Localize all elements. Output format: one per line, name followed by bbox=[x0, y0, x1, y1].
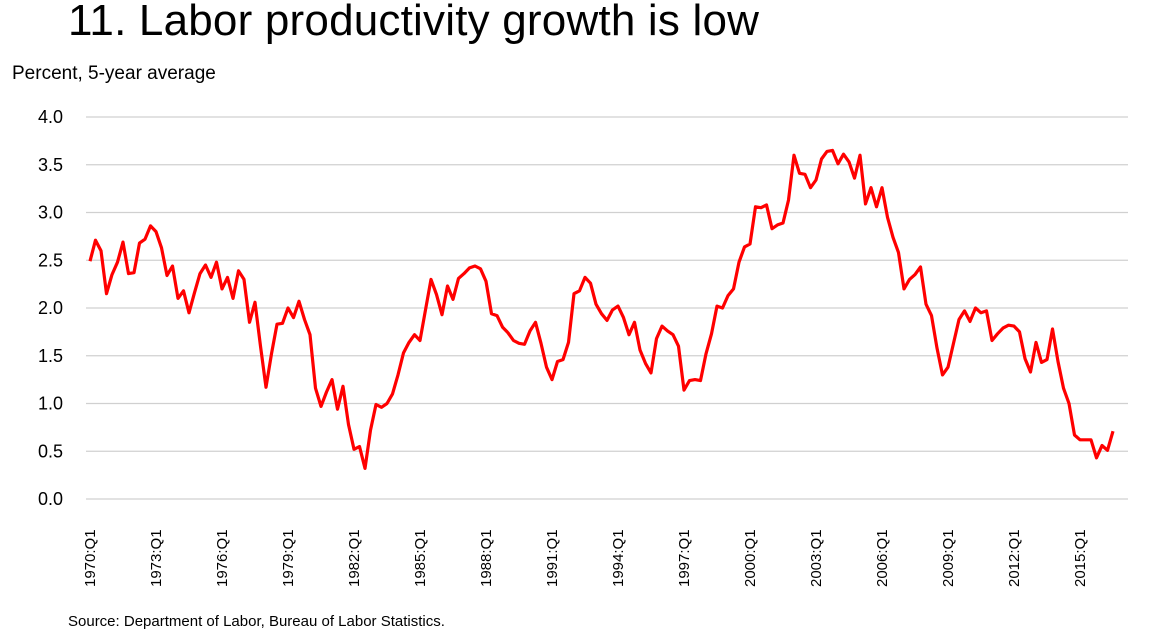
y-tick-label: 1.5 bbox=[38, 346, 63, 366]
y-axis-label: Percent, 5-year average bbox=[12, 63, 216, 84]
y-tick-label: 2.0 bbox=[38, 298, 63, 318]
x-tick-label: 2009:Q1 bbox=[940, 529, 957, 587]
source-note: Source: Department of Labor, Bureau of L… bbox=[68, 613, 445, 630]
y-axis-ticks: 0.0 0.5 1.0 1.5 2.0 2.5 3.0 3.5 4.0 bbox=[38, 107, 63, 509]
y-tick-label: 3.0 bbox=[38, 203, 63, 223]
x-tick-label: 2006:Q1 bbox=[874, 529, 891, 587]
x-tick-label: 1991:Q1 bbox=[544, 529, 561, 587]
x-tick-label: 2015:Q1 bbox=[1072, 529, 1089, 587]
x-tick-label: 1973:Q1 bbox=[148, 529, 165, 587]
gridlines bbox=[86, 116, 1128, 500]
x-tick-label: 1997:Q1 bbox=[676, 529, 693, 587]
y-tick-label: 3.5 bbox=[38, 155, 63, 175]
x-tick-label: 1976:Q1 bbox=[214, 529, 231, 587]
y-tick-label: 4.0 bbox=[38, 107, 63, 127]
x-tick-label: 1979:Q1 bbox=[280, 529, 297, 587]
series-line-0 bbox=[88, 148, 1115, 470]
x-tick-label: 2003:Q1 bbox=[808, 529, 825, 587]
y-tick-label: 0.5 bbox=[38, 441, 63, 461]
x-tick-label: 2000:Q1 bbox=[742, 529, 759, 587]
y-tick-label: 2.5 bbox=[38, 250, 63, 270]
x-tick-label: 1994:Q1 bbox=[610, 529, 627, 587]
x-tick-label: 2012:Q1 bbox=[1006, 529, 1023, 587]
x-tick-label: 1970:Q1 bbox=[82, 529, 99, 587]
x-tick-label: 1985:Q1 bbox=[412, 529, 429, 587]
x-axis-ticks: 1970:Q1 1973:Q1 1976:Q1 1979:Q1 1982:Q1 1985:… bbox=[82, 529, 1089, 587]
y-tick-label: 0.0 bbox=[38, 489, 63, 509]
series-lines bbox=[88, 148, 1115, 470]
x-tick-label: 1982:Q1 bbox=[346, 529, 363, 587]
y-tick-label: 1.0 bbox=[38, 394, 63, 414]
x-tick-label: 1988:Q1 bbox=[478, 529, 495, 587]
page-title: 11. Labor productivity growth is low bbox=[68, 0, 760, 45]
